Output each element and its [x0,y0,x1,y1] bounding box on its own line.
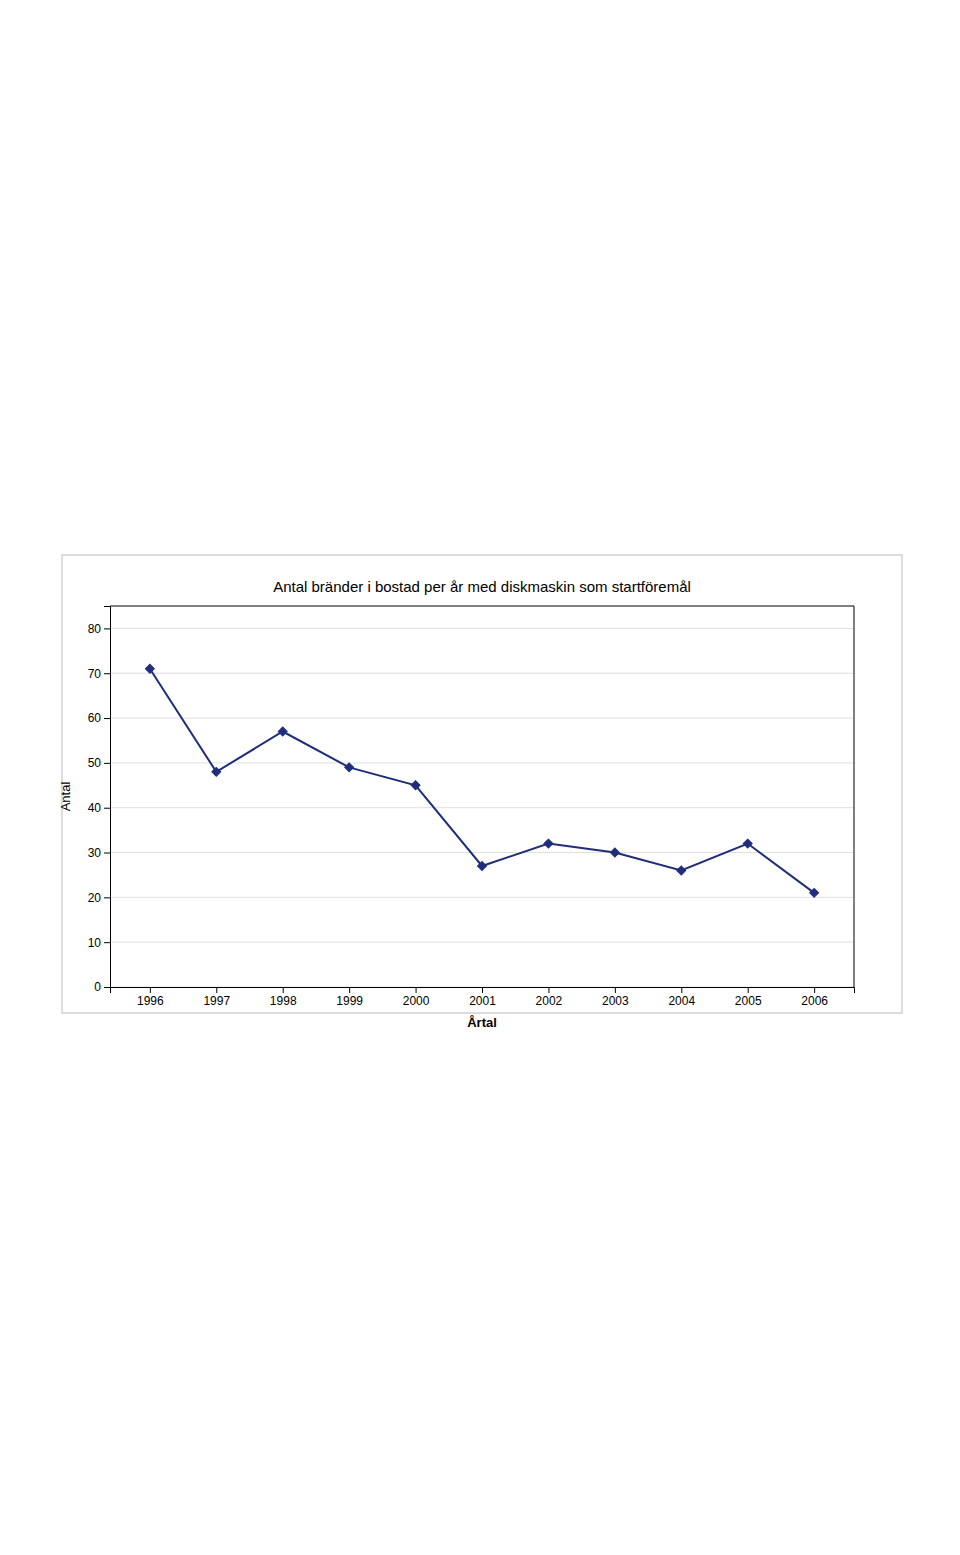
marker [610,848,619,857]
plot: 1996199719981999200020012002200320042005… [88,606,855,1008]
marker [145,664,154,673]
y-tick-label: 50 [88,756,102,770]
y-tick-label: 70 [88,667,102,681]
x-tick-mark [748,987,749,993]
x-tick: 2001 [469,987,496,1008]
y-tick: 0 [94,980,110,994]
y-grid [110,628,854,987]
line [150,669,814,893]
grid-line [110,673,854,674]
marker [345,763,354,772]
y-tick-mark [104,718,110,719]
y-tick-mark [104,853,110,854]
marker [411,781,420,790]
outer-border [62,555,902,1013]
y-tick-label: 0 [94,980,101,994]
x-tick-mark [814,987,815,993]
marker [278,727,287,736]
x-tick-mark [216,987,217,993]
x-tick: 1996 [137,987,164,1008]
grid-line [110,628,854,629]
y-tick: 80 [88,622,110,636]
grid-line [110,762,854,763]
y-tick: 60 [88,711,110,725]
x-tick-mark [150,987,151,993]
x-tick: 1998 [270,987,297,1008]
x-axis-line [111,988,855,994]
x-tick: 2005 [735,987,762,1008]
y-axis: 0 10 20 30 40 50 60 70 80 [88,607,111,995]
x-tick-mark [283,987,284,993]
y-tick: 70 [88,667,110,681]
y-tick-label: 30 [88,846,102,860]
y-tick-label: 80 [88,622,102,636]
grid-line [110,852,854,853]
y-tick-mark [104,673,110,674]
y-tick-mark [104,763,110,764]
y-tick-label: 20 [88,891,102,905]
grid-line [110,807,854,808]
x-tick-label: 2004 [668,994,695,1008]
frame-top [110,606,854,607]
x-tick-mark [416,987,417,993]
x-tick-label: 1999 [336,994,363,1008]
y-tick-mark [104,808,110,809]
x-tick-label: 1996 [137,994,164,1008]
x-tick: 1999 [336,987,363,1008]
marker [810,888,819,897]
grid-line [110,718,854,719]
y-tick-mark [104,897,110,898]
y-tick-label: 40 [88,801,102,815]
x-tick-mark [615,987,616,993]
x-tick-label: 2002 [536,994,563,1008]
x-tick: 1997 [203,987,230,1008]
y-tick-mark [104,942,110,943]
x-tick-mark [482,987,483,993]
y-axis-title: Antal [58,782,73,812]
marker [743,839,752,848]
x-tick-mark [349,987,350,993]
marker [478,862,487,871]
title: Antal bränder i bostad per år med diskma… [273,578,691,595]
y-axis-line [104,607,111,988]
marker [544,839,553,848]
y-tick: 20 [88,891,110,905]
marks [145,664,818,897]
x-tick: 2002 [536,987,563,1008]
y-tick-label: 10 [88,936,102,950]
y-tick: 40 [88,801,110,815]
marker [212,767,221,776]
x-tick-mark [548,987,549,993]
x-tick-label: 2001 [469,994,496,1008]
chart-svg: 1996199719981999200020012002200320042005… [0,0,960,1555]
grid-line [110,942,854,943]
x-axis-title: Årtal [467,1015,497,1030]
grid-line [110,897,854,898]
x-tick: 2003 [602,987,629,1008]
x-tick: 2006 [801,987,828,1008]
y-tick-label: 60 [88,711,102,725]
x-tick-label: 2003 [602,994,629,1008]
y-tick-mark [104,628,110,629]
x-axis: 1996 1997 1998 1999 2000 2001 2002 2003 2004 2005… [111,987,855,1008]
x-tick-label: 1997 [203,994,230,1008]
y-tick: 50 [88,756,110,770]
x-tick-label: 2000 [403,994,430,1008]
y-tick: 30 [88,846,110,860]
x-tick-label: 1998 [270,994,297,1008]
y-tick-mark [104,987,110,988]
x-tick-label: 2006 [801,994,828,1008]
marker [677,866,686,875]
y-tick: 10 [88,936,110,950]
x-tick: 2004 [668,987,695,1008]
x-tick-mark [681,987,682,993]
x-tick: 2000 [403,987,430,1008]
x-tick-label: 2005 [735,994,762,1008]
frame-right [854,606,855,987]
